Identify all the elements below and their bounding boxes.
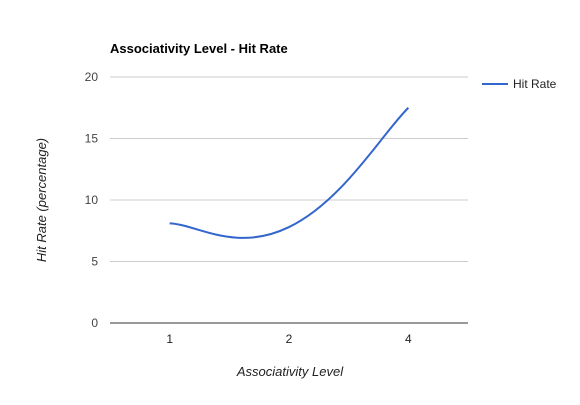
y-tick-label: 10 [85,193,99,207]
gridlines [110,77,468,323]
series-line-hit-rate [170,108,409,238]
x-tick-label: 2 [286,332,293,346]
y-tick-label: 0 [91,316,98,330]
x-tick-label: 1 [166,332,173,346]
series-lines [170,108,409,238]
x-axis-ticks: 1 2 4 [166,332,412,346]
y-tick-label: 5 [91,255,98,269]
x-tick-label: 4 [405,332,412,346]
x-axis-label: Associativity Level [236,364,344,379]
y-tick-label: 20 [85,70,99,84]
y-axis-ticks: 0 5 10 15 20 [85,70,99,330]
y-tick-label: 15 [85,132,99,146]
legend: Hit Rate [482,77,557,91]
chart-title: Associativity Level - Hit Rate [110,41,288,56]
legend-label: Hit Rate [513,77,557,91]
y-axis-label: Hit Rate (percentage) [34,138,49,262]
